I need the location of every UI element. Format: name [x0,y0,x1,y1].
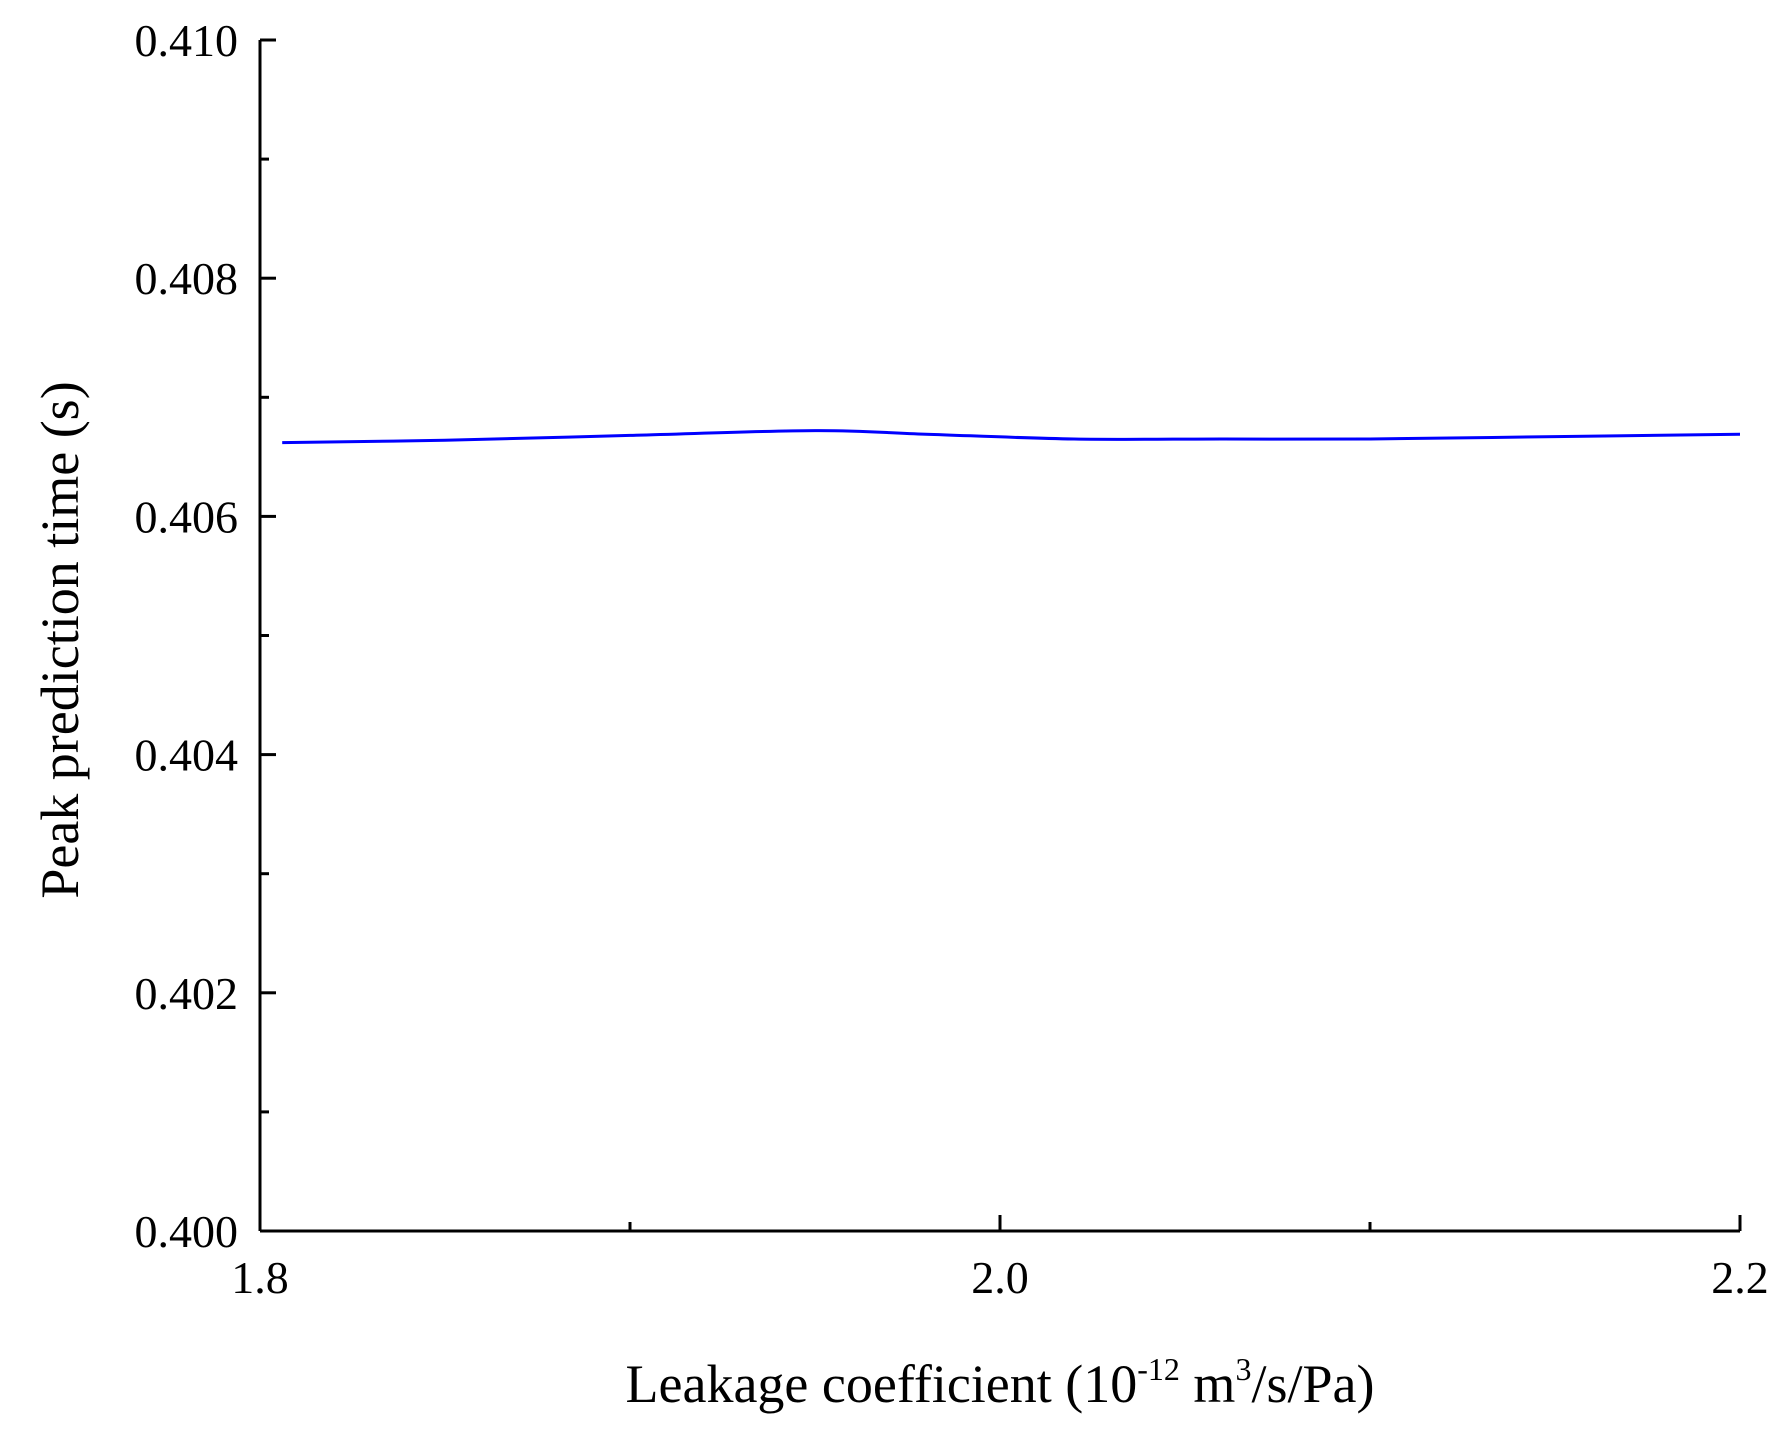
y-tick-label: 0.406 [135,491,239,542]
y-tick-label: 0.410 [135,15,239,66]
series-layer [282,429,1741,445]
y-tick-label: 0.408 [135,253,239,304]
y-axis-ticks: 0.400 0.402 0.404 0.406 0.408 0.410 [135,15,276,1257]
y-axis-title: Peak prediction time (s) [30,381,90,898]
y-tick-label: 0.402 [135,968,239,1019]
x-axis-title-unit-exponent: 3 [1235,1351,1251,1387]
series-line-0 [282,429,1741,445]
y-tick-label: 0.400 [135,1206,239,1257]
x-tick-label: 2.0 [971,1252,1029,1303]
x-axis-title-suffix: /s/Pa) [1251,1354,1374,1414]
x-axis-title-exponent: -12 [1137,1351,1180,1387]
x-axis-ticks: 1.8 2.0 2.2 [231,1215,1769,1303]
x-axis-title-middle: m [1180,1354,1236,1414]
x-tick-label: 2.2 [1711,1252,1769,1303]
x-tick-label: 1.8 [231,1252,289,1303]
x-axis-title: Leakage coefficient (10-12 m3/s/Pa) [626,1351,1375,1414]
x-axis-title-prefix: Leakage coefficient (10 [626,1354,1138,1414]
y-tick-label: 0.404 [135,730,239,781]
